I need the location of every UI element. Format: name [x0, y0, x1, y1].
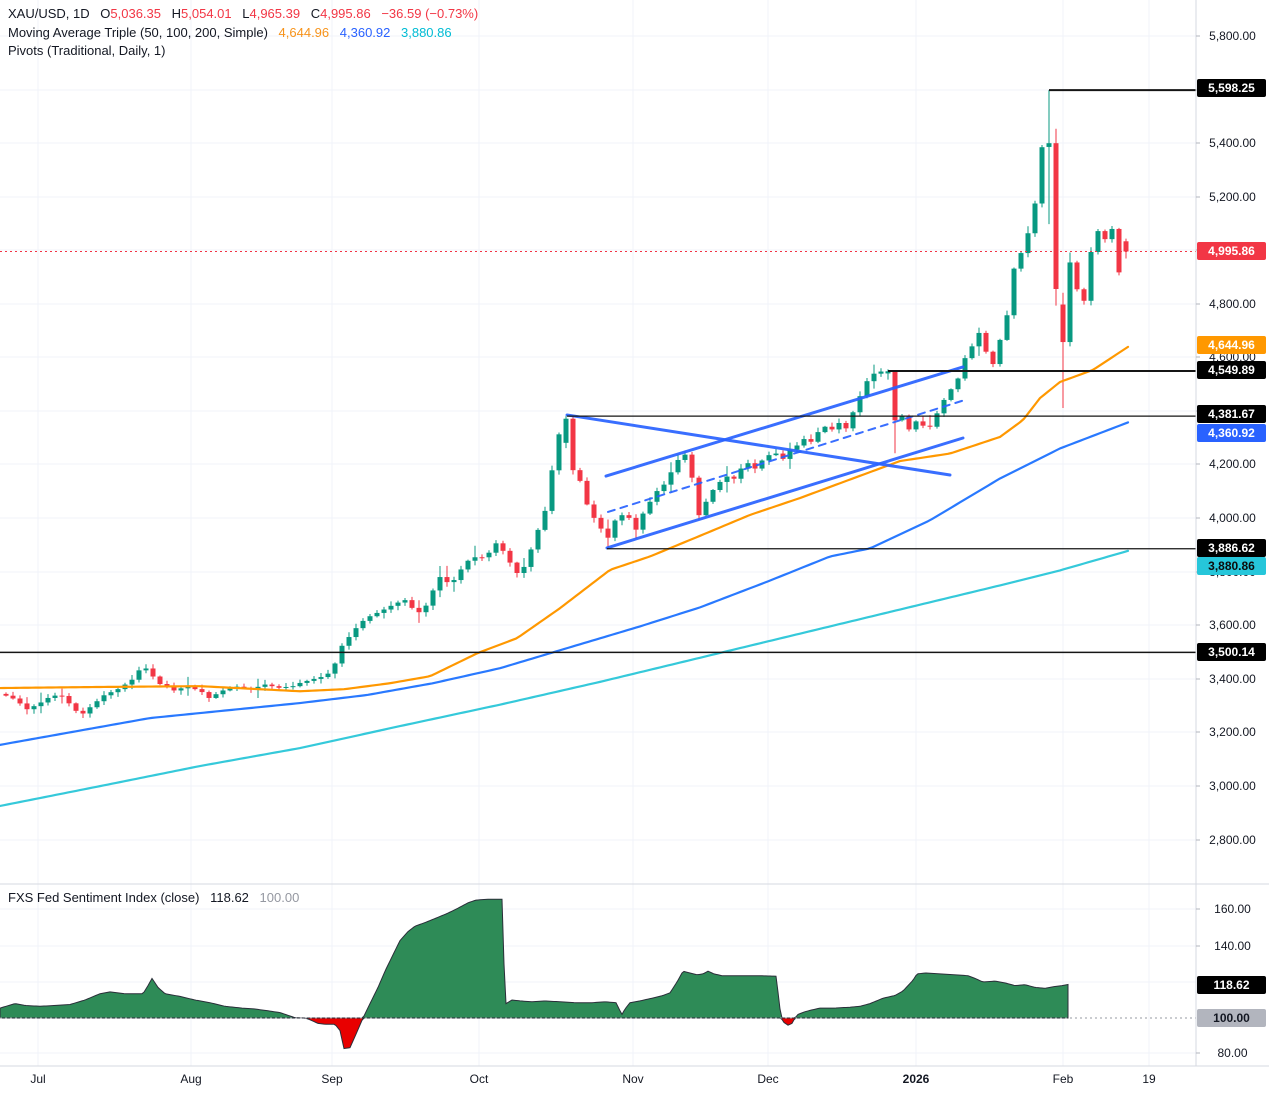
ma50-line: [0, 345, 1130, 693]
pivot-levels[interactable]: [0, 89, 1196, 654]
time-axis-label: 2026: [902, 1072, 930, 1086]
ohlc-low-label: L: [242, 6, 250, 21]
price-badge: 4,644.96: [1197, 336, 1266, 354]
price-axis-label: 4,200.00: [1209, 457, 1256, 471]
pane-borders: [0, 0, 1269, 1067]
time-axis-label: 19: [1142, 1072, 1156, 1086]
symbol-legend-row[interactable]: XAU/USD, 1D O5,036.35 H5,054.01 L4,965.3…: [8, 6, 478, 21]
price-axis-label: 3,000.00: [1209, 779, 1256, 793]
sentiment-legend-row[interactable]: FXS Fed Sentiment Index (close) 118.62 1…: [8, 890, 299, 905]
price-axis-label: 4,800.00: [1209, 297, 1256, 311]
price-axis-label: 5,800.00: [1209, 29, 1256, 43]
price-badge: 4,360.92: [1197, 424, 1266, 442]
price-badge: 3,880.86: [1197, 557, 1266, 575]
pivots-legend-row[interactable]: Pivots (Traditional, Daily, 1): [8, 43, 166, 58]
ma-indicator-title: Moving Average Triple (50, 100, 200, Sim…: [8, 25, 268, 40]
time-axis[interactable]: Jul Aug Sep Oct Nov Dec 2026 Feb 19: [0, 1066, 1269, 1095]
trend-line: [565, 413, 952, 477]
time-axis-label: Dec: [757, 1072, 779, 1086]
ma200-line: [0, 549, 1130, 808]
ohlc-low-value: 4,965.39: [249, 6, 301, 21]
sentiment-baseline-value: 100.00: [259, 890, 300, 905]
pivots-indicator-title: Pivots (Traditional, Daily, 1): [8, 43, 166, 58]
price-axis[interactable]: 5,800.005,600.005,400.005,200.005,000.00…: [1196, 0, 1269, 1066]
candles: [3, 90, 1129, 718]
symbol-title: XAU/USD, 1D: [8, 6, 90, 21]
price-badge: 100.00: [1197, 1009, 1266, 1027]
sentiment-indicator-title: FXS Fed Sentiment Index (close): [8, 890, 200, 905]
ohlc-change: −36.59 (−0.73%): [381, 6, 479, 21]
price-axis-label: 4,000.00: [1209, 511, 1256, 525]
price-badge: 4,549.89: [1197, 361, 1266, 379]
price-axis-label: 2,800.00: [1209, 833, 1256, 847]
time-axis-label: Oct: [469, 1072, 489, 1086]
ma200-value: 3,880.86: [401, 25, 452, 40]
gridlines: [0, 0, 1196, 1066]
price-badge: 3,886.62: [1197, 539, 1266, 557]
sentiment-area: [0, 898, 1196, 1050]
price-badge: 118.62: [1197, 976, 1266, 994]
price-axis-label: 5,400.00: [1209, 136, 1256, 150]
ohlc-high-label: H: [171, 6, 182, 21]
time-axis-label: Sep: [321, 1072, 343, 1086]
ma-legend-row[interactable]: Moving Average Triple (50, 100, 200, Sim…: [8, 25, 452, 40]
trend-line: [604, 365, 965, 478]
trend-line: [605, 436, 965, 550]
price-axis-label: 3,200.00: [1209, 725, 1256, 739]
price-axis-label: 3,400.00: [1209, 672, 1256, 686]
ohlc-close-value: 4,995.86: [320, 6, 371, 21]
ma100-line: [0, 421, 1130, 746]
price-axis-label: 160.00: [1214, 902, 1251, 916]
ohlc-high-value: 5,054.01: [181, 6, 232, 21]
price-badge: 4,381.67: [1197, 405, 1266, 423]
price-badge: 3,500.14: [1197, 643, 1266, 661]
ohlc-open-value: 5,036.35: [110, 6, 161, 21]
ma50-value: 4,644.96: [278, 25, 330, 40]
trend-lines[interactable]: [565, 365, 966, 550]
price-axis-label: 140.00: [1214, 939, 1251, 953]
time-axis-label: Feb: [1052, 1072, 1074, 1086]
ma100-value: 4,360.92: [339, 25, 391, 40]
price-badge: 5,598.25: [1197, 79, 1266, 97]
price-badge: 4,995.86: [1197, 242, 1266, 260]
price-axis-label: 5,200.00: [1209, 190, 1256, 204]
time-axis-label: Nov: [622, 1072, 644, 1086]
time-axis-label: Aug: [180, 1072, 202, 1086]
time-axis-label: Jul: [30, 1072, 46, 1086]
price-axis-label: 80.00: [1217, 1046, 1248, 1060]
price-axis-label: 3,600.00: [1209, 618, 1256, 632]
ohlc-open-label: O: [100, 6, 111, 21]
ohlc-close-label: C: [310, 6, 321, 21]
moving-averages: [0, 345, 1130, 808]
dashed-trend-line: [607, 398, 966, 513]
sentiment-value: 118.62: [210, 890, 249, 905]
